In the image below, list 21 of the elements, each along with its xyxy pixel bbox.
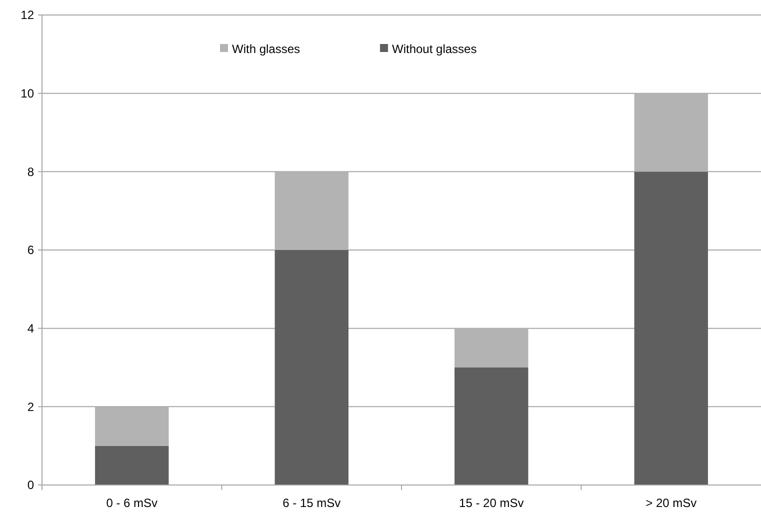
y-tick-label: 12: [20, 8, 34, 22]
bar: [454, 368, 528, 485]
bar: [454, 328, 528, 368]
y-tick-label: 0: [27, 478, 34, 492]
bar: [274, 250, 348, 485]
y-tick-label: 4: [27, 322, 34, 336]
x-tick-label: 15 - 20 mSv: [459, 496, 524, 510]
x-tick-label: 0 - 6 mSv: [106, 496, 158, 510]
y-tick-label: 8: [27, 164, 34, 179]
y-tick-label: 10: [20, 86, 34, 101]
bar: [95, 406, 169, 446]
y-tick-label: 2: [27, 400, 34, 414]
bar: [274, 172, 348, 250]
x-tick-label: > 20 mSv: [646, 496, 697, 510]
x-tick-label: 6 - 15 mSv: [282, 496, 341, 510]
legend-label: Without glasses: [392, 42, 477, 56]
bar: [95, 446, 169, 485]
bar: [634, 93, 708, 172]
y-tick-label: 6: [27, 243, 34, 258]
bar: [634, 172, 708, 485]
legend-label: With glasses: [232, 42, 300, 56]
